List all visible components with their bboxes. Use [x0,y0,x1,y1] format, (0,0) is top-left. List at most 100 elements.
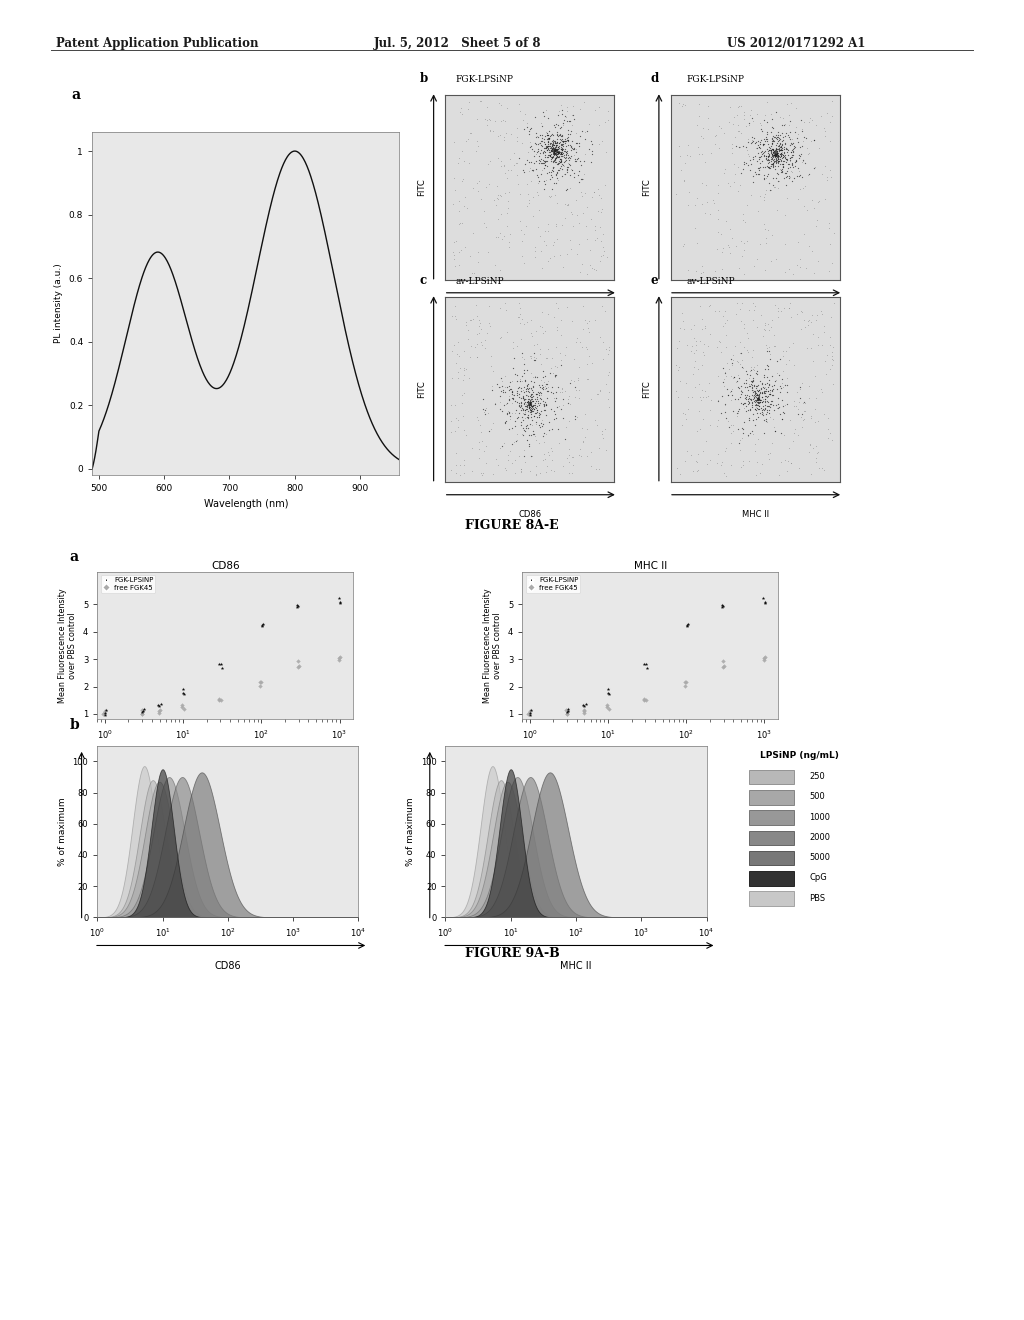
Point [775,143,792,164]
Point [741,409,758,430]
Point [546,143,562,164]
Point [571,356,588,378]
Point [542,135,558,156]
Point [759,412,775,433]
Point [291,656,307,677]
Point [569,165,586,186]
Point [749,317,765,338]
Point [749,384,765,405]
Point [541,412,557,433]
Point [777,174,794,195]
Point [536,372,552,393]
Point [544,124,560,145]
Point [754,397,770,418]
Point [477,400,494,421]
Point [770,147,786,168]
Point [580,313,596,334]
Point [566,139,583,160]
Point [545,137,561,158]
Point [467,294,483,315]
Point [497,412,513,433]
Point [567,409,584,430]
Point [743,378,760,399]
Point [767,421,783,442]
Point [601,337,617,358]
Point [522,399,539,420]
Point [539,374,555,395]
Point [743,108,760,129]
Point [734,393,751,414]
Point [530,132,547,153]
Point [528,400,545,421]
Point [522,404,539,425]
Point [528,123,545,144]
Point [568,205,585,226]
Point [554,215,570,236]
Point [778,341,795,362]
Point [547,366,563,387]
Point [515,425,531,446]
Point [757,156,773,177]
Point [763,103,779,124]
Point [773,300,790,321]
Point [578,693,594,714]
Point [764,391,780,412]
Point [764,432,780,453]
Point [514,370,530,391]
Bar [749,851,794,866]
Point [806,198,822,219]
Point [554,139,570,160]
Point [750,388,766,409]
Point [686,327,702,348]
Point [520,395,537,416]
Point [770,148,786,169]
Point [526,132,543,153]
Point [523,392,540,413]
Point [768,140,784,161]
Point [741,145,758,166]
Point [549,125,565,147]
Point [721,236,737,257]
Point [547,140,563,161]
Point [506,384,522,405]
Point [458,314,474,335]
Point [746,387,763,408]
Point [514,409,530,430]
Point [540,125,556,147]
Point [528,321,545,342]
Point [801,143,817,164]
Point [546,139,562,160]
Point [494,371,510,392]
Point [771,348,787,370]
Point [597,112,613,133]
Point [766,127,782,148]
Point [469,131,485,152]
Point [460,329,476,350]
Point [781,121,798,143]
Point [717,401,733,422]
Point [512,329,528,350]
Point [766,144,782,165]
Point [544,449,560,470]
Point [501,403,517,424]
Point [549,317,565,338]
Point [545,136,561,157]
Point [679,614,695,635]
Point [759,367,775,388]
Point [742,371,759,392]
Point [760,153,776,174]
Point [331,649,347,671]
Point [211,653,227,675]
Point [253,672,269,693]
Point [734,350,751,371]
Point [748,383,764,404]
Point [566,162,583,183]
Point [791,161,807,182]
Point [766,335,782,356]
Point [501,379,517,400]
Point [544,376,560,397]
Point [748,132,764,153]
Point [784,129,801,150]
Point [540,304,556,325]
Point [746,383,763,404]
